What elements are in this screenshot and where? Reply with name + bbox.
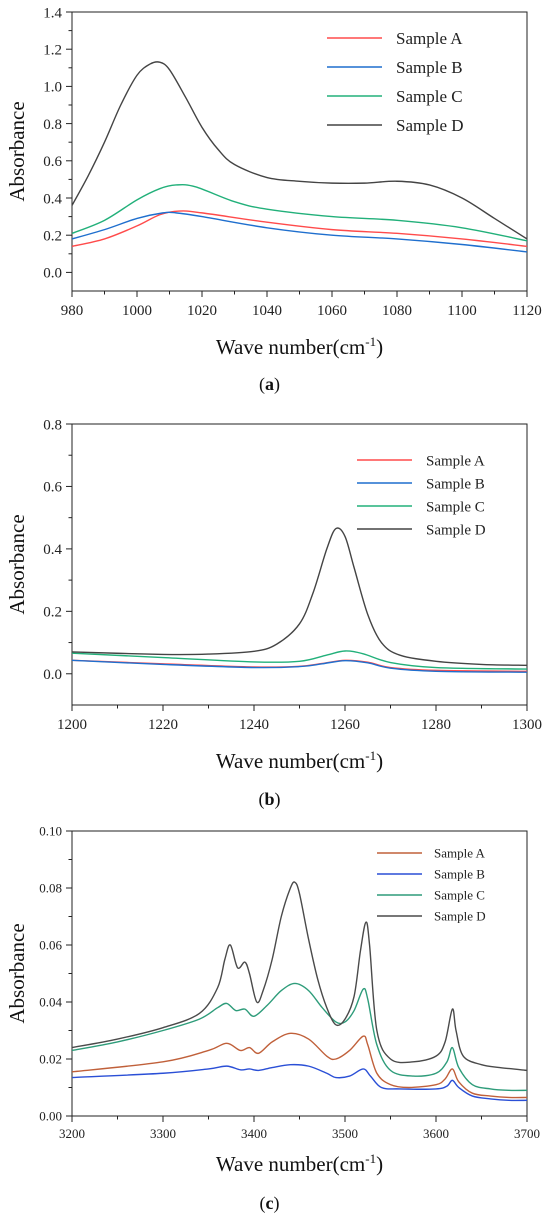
y-tick-label: 0.2 [43, 228, 62, 244]
y-tick-label: 0.06 [39, 938, 62, 953]
y-tick-label: 0.0 [43, 667, 62, 683]
x-tick-label: 1040 [252, 303, 282, 319]
y-tick-label: 0.04 [39, 995, 62, 1010]
legend-label: Sample C [434, 888, 485, 903]
legend-label: Sample D [396, 116, 464, 135]
plot-frame [71, 11, 528, 292]
legend: Sample A Sample B Sample C Sample D [377, 846, 486, 924]
legend-label: Sample A [426, 453, 485, 469]
panel-label: (b) [258, 789, 280, 810]
x-tick-label: 1000 [122, 303, 152, 319]
series-line-sample-a [72, 1032, 527, 1099]
x-tick-label: 3200 [59, 1126, 85, 1141]
chart-panel-c: 3200 3300 3400 3500 3600 3700 0.00 0.02 0.04 0.06… [5, 824, 540, 1214]
series-line-sample-d [72, 61, 527, 240]
legend-label: Sample A [396, 29, 463, 48]
chart-panel-a: 980 1000 1020 1040 1060 1080 1100 1120 0.0 0.2 0.4… [5, 5, 542, 395]
legend-label: Sample D [434, 909, 486, 924]
x-tick-label: 1300 [512, 717, 542, 733]
series-line-sample-a [72, 210, 527, 248]
x-tick-label: 1260 [330, 717, 360, 733]
series-line-sample-d [72, 881, 527, 1072]
series-line-sample-b [72, 211, 527, 253]
y-axis-title: Absorbance [5, 514, 29, 614]
series-line-sample-d [72, 527, 527, 667]
y-tick-label: 1.0 [43, 80, 62, 96]
x-tick-label: 1220 [148, 717, 178, 733]
x-tick-label: 1280 [421, 717, 451, 733]
legend-label: Sample A [434, 846, 486, 861]
y-tick-label: 0.00 [39, 1109, 62, 1124]
y-tick-label: 0.2 [43, 605, 62, 621]
legend-label: Sample B [396, 58, 463, 77]
y-tick-label: 0.4 [43, 191, 62, 207]
x-tick-label: 3700 [514, 1126, 540, 1141]
y-tick-label: 0.0 [43, 266, 62, 282]
x-tick-label: 3300 [150, 1126, 176, 1141]
x-tick-label: 1120 [512, 303, 541, 319]
series-line-sample-b [72, 1063, 527, 1102]
y-tick-label: 1.4 [43, 5, 62, 21]
y-tick-label: 0.8 [43, 117, 62, 133]
legend-label: Sample C [396, 87, 463, 106]
y-axis-title: Absorbance [5, 923, 29, 1023]
panel-label: (a) [259, 374, 280, 395]
x-axis-title: Wave number(cm-1) [216, 334, 383, 359]
y-tick-label: 0.6 [43, 480, 62, 496]
legend-label: Sample B [434, 867, 485, 882]
y-tick-label: 0.02 [39, 1052, 62, 1067]
chart-panel-b: 1200 1220 1240 1260 1280 1300 0.0 0.2 0.4 0.6 0.8 S… [5, 417, 542, 810]
series-line-sample-c [72, 183, 527, 242]
series-line-sample-b [72, 659, 527, 673]
x-tick-label: 3400 [241, 1126, 267, 1141]
legend: Sample A Sample B Sample C Sample D [357, 453, 486, 538]
y-tick-label: 0.6 [43, 154, 62, 170]
x-tick-label: 3500 [332, 1126, 358, 1141]
y-tick-label: 0.8 [43, 417, 62, 433]
legend-label: Sample C [426, 499, 485, 515]
legend-label: Sample D [426, 522, 486, 538]
x-tick-label: 1200 [57, 717, 87, 733]
x-axis-title: Wave number(cm-1) [216, 1151, 383, 1176]
y-tick-label: 0.10 [39, 824, 62, 839]
x-tick-label: 1080 [382, 303, 412, 319]
y-tick-label: 0.4 [43, 542, 62, 558]
legend: Sample A Sample B Sample C Sample D [327, 29, 464, 135]
x-tick-label: 3600 [423, 1126, 449, 1141]
panel-label: (c) [260, 1193, 280, 1214]
series-line-sample-c [72, 650, 527, 670]
y-tick-label: 0.08 [39, 881, 62, 896]
y-tick-label: 1.2 [43, 42, 62, 58]
legend-label: Sample B [426, 476, 485, 492]
x-tick-label: 1020 [187, 303, 217, 319]
x-tick-label: 1240 [239, 717, 269, 733]
x-tick-label: 1100 [447, 303, 476, 319]
y-axis-title: Absorbance [5, 101, 29, 201]
x-axis-title: Wave number(cm-1) [216, 748, 383, 773]
x-tick-label: 1060 [317, 303, 347, 319]
x-tick-label: 980 [61, 303, 84, 319]
